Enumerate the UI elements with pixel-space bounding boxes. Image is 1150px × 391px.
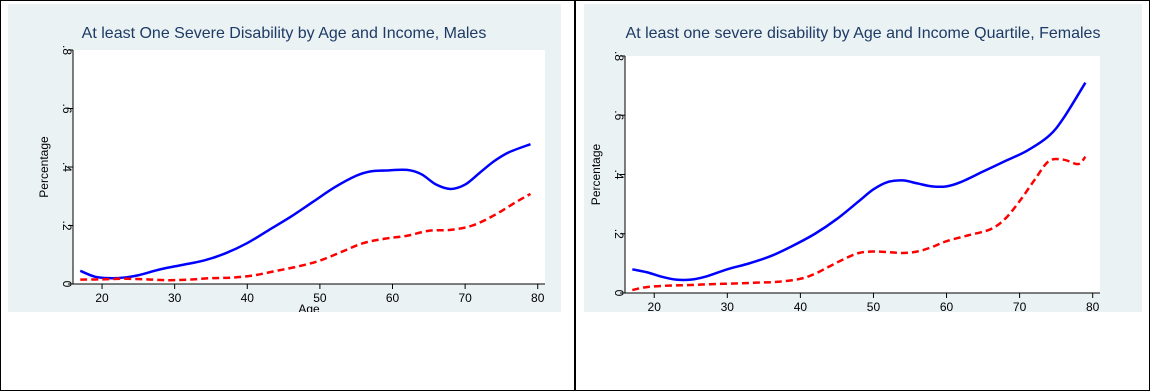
x-tick-label: 60 [386, 291, 400, 305]
chart-panel-females: At least one severe disability by Age an… [584, 4, 1142, 312]
x-tick-label: 20 [648, 300, 662, 312]
chart-title: At least One Severe Disability by Age an… [82, 25, 487, 42]
series-line-top-quartile [632, 155, 1087, 292]
y-tick-label: .2 [60, 220, 74, 230]
y-tick-label: .8 [612, 51, 626, 61]
y-tick-label: .6 [612, 110, 626, 120]
y-axis-title: Percentage [589, 143, 603, 205]
x-tick-label: 80 [1086, 300, 1100, 312]
chart-males: At least One Severe Disability by Age an… [8, 4, 561, 312]
chart-title: At least one severe disability by Age an… [626, 25, 1101, 42]
x-tick-label: 50 [313, 291, 327, 305]
y-tick-label: .6 [60, 103, 74, 113]
x-tick-label: 30 [721, 300, 735, 312]
y-tick-label: .8 [60, 45, 74, 55]
x-tick-label: 60 [940, 300, 954, 312]
x-tick-label: 30 [168, 291, 182, 305]
panel-divider [574, 0, 576, 391]
series-line-bottom-quartile [79, 143, 531, 280]
y-tick-label: 0 [612, 290, 626, 297]
plot-area [625, 56, 1100, 293]
y-tick-label: .2 [612, 229, 626, 239]
y-tick-label: 0 [60, 281, 74, 288]
plot-area [73, 50, 545, 284]
chart-females: At least one severe disability by Age an… [584, 4, 1142, 312]
x-tick-label: 70 [458, 291, 472, 305]
x-tick-label: 20 [95, 291, 109, 305]
y-axis-title: Percentage [37, 136, 51, 198]
y-tick-label: .4 [60, 162, 74, 172]
x-tick-label: 80 [531, 291, 545, 305]
x-tick-label: 40 [794, 300, 808, 312]
x-tick-label: 40 [241, 291, 255, 305]
series-line-top-quartile [80, 192, 532, 282]
x-tick-label: 70 [1013, 300, 1027, 312]
x-axis-title: Age [852, 311, 874, 312]
x-tick-label: 50 [867, 300, 881, 312]
chart-panel-males: At least One Severe Disability by Age an… [8, 4, 561, 312]
series-line-bottom-quartile [632, 82, 1087, 282]
x-axis-title: Age [298, 302, 320, 312]
y-tick-label: .4 [612, 169, 626, 179]
